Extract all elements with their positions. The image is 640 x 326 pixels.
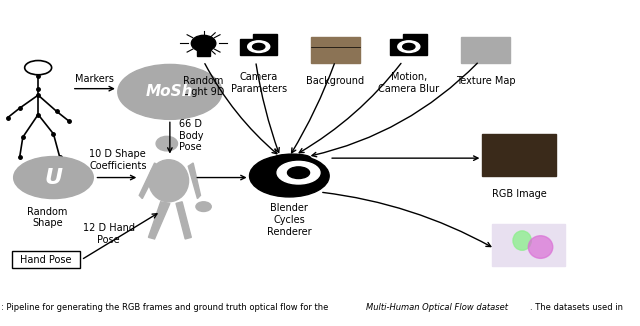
Circle shape: [248, 41, 269, 52]
Bar: [241, 38, 277, 55]
Text: Multi-Human Optical Flow dataset: Multi-Human Optical Flow dataset: [366, 303, 508, 312]
Circle shape: [250, 155, 329, 197]
Circle shape: [253, 43, 265, 50]
Bar: [198, 48, 210, 56]
Polygon shape: [176, 202, 191, 239]
Circle shape: [403, 43, 415, 50]
Text: . The datasets used in: . The datasets used in: [529, 303, 623, 312]
Bar: [492, 224, 565, 266]
Circle shape: [277, 161, 320, 184]
Bar: [483, 134, 556, 176]
Ellipse shape: [513, 231, 531, 250]
Text: Random
Light 9D: Random Light 9D: [183, 76, 224, 97]
Text: Camera
Parameters: Camera Parameters: [230, 72, 287, 94]
Text: Markers: Markers: [75, 74, 114, 84]
Text: 12 D Hand
Pose: 12 D Hand Pose: [83, 223, 134, 245]
Ellipse shape: [196, 202, 211, 212]
Polygon shape: [148, 202, 170, 239]
Text: MoSh: MoSh: [146, 84, 194, 99]
Circle shape: [398, 41, 420, 52]
Polygon shape: [140, 163, 159, 199]
Ellipse shape: [528, 236, 553, 258]
Text: 66 D
Body
Pose: 66 D Body Pose: [179, 119, 204, 152]
Text: Motion,
Camera Blur: Motion, Camera Blur: [378, 72, 440, 94]
Circle shape: [118, 65, 222, 119]
Text: Blender
Cycles
Renderer: Blender Cycles Renderer: [267, 203, 312, 237]
Text: Texture Map: Texture Map: [456, 76, 515, 86]
Ellipse shape: [156, 136, 177, 151]
Text: CMU
MoCap: CMU MoCap: [22, 171, 55, 193]
Text: : Pipeline for generating the RGB frames and ground truth optical flow for the: : Pipeline for generating the RGB frames…: [1, 303, 332, 312]
Text: U: U: [44, 168, 63, 187]
Text: Hand Pose: Hand Pose: [20, 255, 72, 265]
Ellipse shape: [191, 35, 216, 52]
FancyBboxPatch shape: [12, 251, 80, 268]
Bar: [311, 37, 360, 63]
Bar: [253, 34, 277, 38]
Bar: [461, 37, 510, 63]
Text: Background: Background: [306, 76, 364, 86]
Text: Random
Shape: Random Shape: [27, 207, 68, 228]
Circle shape: [13, 156, 93, 199]
Polygon shape: [188, 163, 200, 199]
Ellipse shape: [148, 160, 189, 202]
Bar: [403, 34, 427, 38]
Ellipse shape: [274, 154, 311, 162]
Text: RGB Image: RGB Image: [492, 189, 547, 199]
Text: 10 D Shape
Coefficients: 10 D Shape Coefficients: [89, 150, 147, 171]
Bar: [390, 38, 427, 55]
Circle shape: [287, 167, 310, 179]
